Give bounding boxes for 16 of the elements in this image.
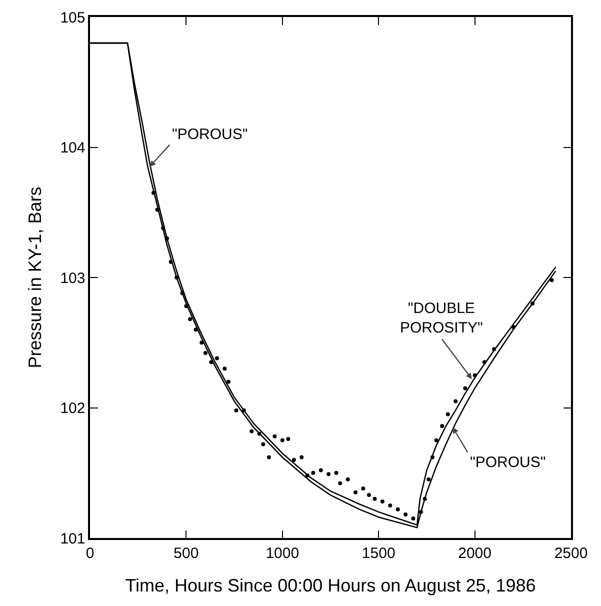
annotation: "POROUS" <box>172 126 248 143</box>
y-tick-label: 105 <box>60 9 86 26</box>
x-axis-title: Time, Hours Since 00:00 Hours on August 25, 1986 <box>125 575 536 596</box>
x-tick-label: 1000 <box>266 544 300 562</box>
y-axis-title: Pressure in KY-1, Bars <box>24 186 45 368</box>
x-tick-label: 2000 <box>458 544 492 562</box>
y-tick-label: 102 <box>60 400 86 417</box>
x-tick-label: 2500 <box>554 544 588 562</box>
y-tick-label: 104 <box>60 140 86 156</box>
x-tick-label: 1500 <box>362 544 396 562</box>
y-tick-label: 101 <box>60 530 86 548</box>
x-tick-label: 0 <box>86 544 94 562</box>
x-tick-label: 500 <box>174 544 199 562</box>
annotation: "DOUBLE POROSITY" <box>400 300 483 336</box>
annotation: "POROUS" <box>470 454 546 471</box>
y-tick-label: 103 <box>60 270 86 287</box>
